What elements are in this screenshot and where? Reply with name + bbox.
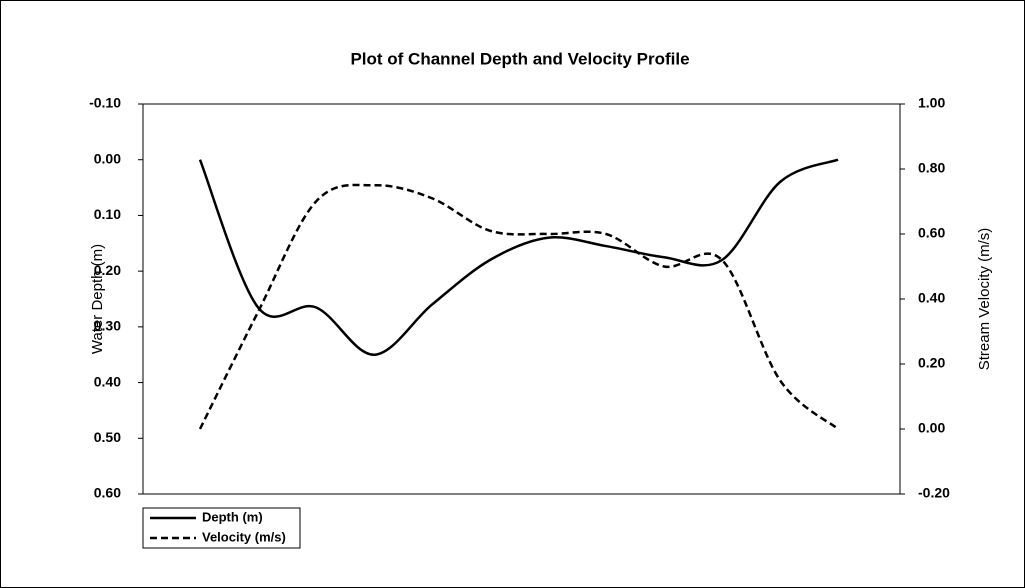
y2-tick-label: 0.40 bbox=[918, 290, 945, 306]
y-tick-label: 0.00 bbox=[94, 150, 121, 166]
y2-tick-label: 1.00 bbox=[918, 95, 945, 111]
y-tick-label: -0.10 bbox=[89, 95, 121, 111]
y2-axis-label: Stream Velocity (m/s) bbox=[976, 228, 993, 371]
y-axis-label: Water Depth (m) bbox=[89, 244, 106, 354]
series-line bbox=[198, 183, 839, 430]
y2-tick-label: 0.80 bbox=[918, 160, 945, 176]
series-line bbox=[198, 158, 839, 356]
y-tick-label: 0.20 bbox=[94, 262, 121, 278]
legend-box bbox=[142, 507, 301, 549]
y-tick-label: 0.30 bbox=[94, 318, 121, 334]
y2-tick-label: 0.00 bbox=[918, 420, 945, 436]
legend-label: Velocity (m/s) bbox=[202, 529, 286, 544]
y-tick-label: 0.40 bbox=[94, 373, 121, 389]
y-tick-label: 0.10 bbox=[94, 206, 121, 222]
y2-tick-label: 0.20 bbox=[918, 355, 945, 371]
legend-label: Depth (m) bbox=[202, 509, 263, 524]
y-tick-label: 0.60 bbox=[94, 485, 121, 501]
chart-title: Plot of Channel Depth and Velocity Profi… bbox=[350, 49, 689, 68]
y2-tick-label: -0.20 bbox=[918, 485, 950, 501]
y-tick-label: 0.50 bbox=[94, 429, 121, 445]
y2-tick-label: 0.60 bbox=[918, 225, 945, 241]
